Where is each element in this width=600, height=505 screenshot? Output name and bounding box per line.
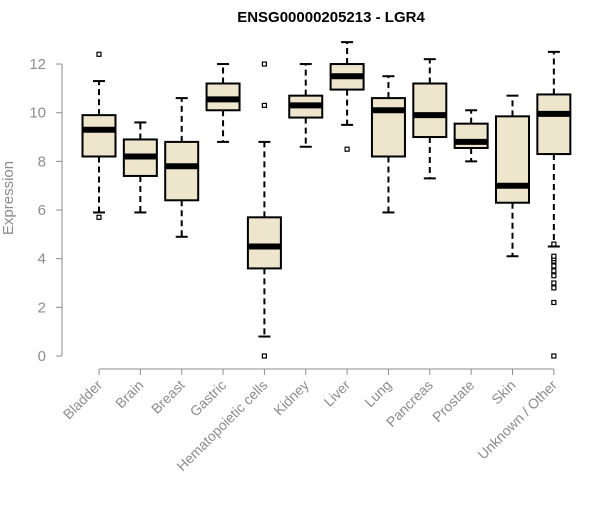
x-tick-label: Brain (112, 377, 146, 411)
box-group (453, 109, 489, 163)
outlier-point (261, 353, 267, 359)
outlier-point (261, 102, 267, 109)
outlier-point (551, 353, 557, 359)
outlier-point (551, 285, 557, 291)
y-tick-label: 4 (38, 251, 46, 268)
box-group (412, 58, 448, 180)
x-tick-label: Bladder (60, 377, 106, 423)
outlier-point (551, 299, 557, 306)
x-tick-label: Kidney (270, 377, 312, 419)
x-tick-label: Prostate (429, 377, 477, 425)
box (81, 114, 117, 158)
box (246, 216, 282, 270)
outlier-point (551, 241, 557, 247)
chart-title: ENSG00000205213 - LGR4 (237, 9, 425, 26)
y-tick-label: 2 (38, 299, 46, 316)
box-group (164, 97, 200, 238)
x-tick-label: Lung (361, 377, 394, 410)
outlier-point (96, 51, 102, 57)
y-tick-label: 10 (29, 105, 46, 122)
y-tick-label: 8 (38, 153, 46, 170)
x-tick-label: Breast (148, 377, 188, 417)
outlier-point (551, 268, 557, 274)
box-group (288, 63, 324, 148)
box (164, 140, 200, 202)
y-tick-label: 12 (29, 56, 46, 73)
box-group (81, 51, 117, 220)
outlier-point (551, 280, 557, 286)
box (412, 82, 448, 139)
outlier-point (96, 214, 102, 220)
box-group (495, 94, 530, 258)
y-axis-label: Expression (0, 161, 17, 235)
x-tick-label: Skin (488, 377, 519, 408)
y-tick-label: 0 (38, 348, 46, 365)
y-tick-label: 6 (38, 202, 46, 219)
outlier-point (551, 273, 557, 279)
box (370, 97, 406, 158)
box-group (122, 121, 158, 214)
outlier-point (551, 253, 557, 259)
outlier-point (261, 61, 267, 67)
box (495, 115, 530, 204)
box (536, 93, 572, 156)
box-group (246, 61, 282, 359)
x-tick-label: Liver (320, 377, 353, 410)
box-group (205, 63, 241, 143)
box-group (536, 50, 572, 359)
outlier-point (551, 263, 557, 269)
box-group (329, 41, 365, 152)
box-group (370, 75, 406, 214)
outlier-point (344, 146, 350, 152)
plot-area (81, 41, 572, 359)
